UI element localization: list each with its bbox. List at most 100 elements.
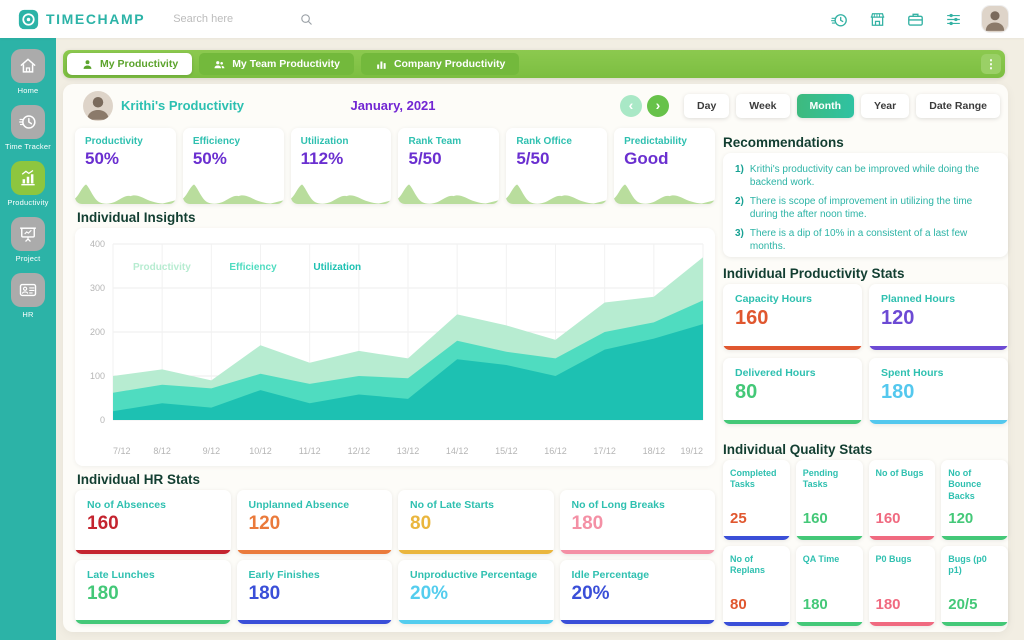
stat-accent-bar <box>559 550 715 554</box>
range-button-year[interactable]: Year <box>861 94 910 118</box>
stat-label: Utilization <box>300 136 349 147</box>
insights-area-chart: 0 100 200 300 400 7/12 8/12 9/12 10/12 11/12 12/12… <box>90 239 704 456</box>
briefcase-icon[interactable] <box>906 10 925 29</box>
stat-card-bugs-p0-p1: Bugs (p0 p1) 20/5 <box>941 546 1008 626</box>
stat-label: Predictability <box>624 136 687 147</box>
recommendation-number: 3) <box>735 228 744 239</box>
stat-label: Delivered Hours <box>735 367 816 379</box>
stat-label: Planned Hours <box>881 293 956 305</box>
stat-label: Bugs (p0 p1) <box>948 554 987 576</box>
stat-value: 120 <box>248 513 281 535</box>
stat-label: Early Finishes <box>248 569 320 581</box>
productivity-tab-bar: My Productivity My Team Productivity Compa… <box>63 50 1005 78</box>
stat-value: 160 <box>87 513 119 535</box>
sidebar-item-label: Productivity <box>7 198 49 207</box>
home-icon <box>11 49 45 83</box>
stat-value: 20% <box>571 583 610 605</box>
search-bar[interactable] <box>173 12 323 27</box>
timer-icon[interactable] <box>830 10 849 29</box>
stat-label: Late Lunches <box>87 569 155 581</box>
stat-value: 50% <box>85 149 120 168</box>
stat-card-no-of-bounce-backs: No of Bounce Backs 120 <box>941 460 1008 540</box>
stat-accent-bar <box>795 536 863 540</box>
stat-label: No of Absences <box>87 499 166 511</box>
store-icon[interactable] <box>868 10 887 29</box>
sidebar-item-hr[interactable]: HR <box>11 273 45 319</box>
stat-card-capacity-hours: Capacity Hours 160 <box>723 284 862 350</box>
person-icon <box>81 58 94 71</box>
sidebar-item-time-tracker[interactable]: Time Tracker <box>5 105 51 151</box>
stat-card-unproductive-percentage: Unproductive Percentage 20% <box>398 560 554 624</box>
stat-value: Good <box>624 149 669 168</box>
recommendation-number: 1) <box>735 164 744 175</box>
recommendation-item: 3) There is a dip of 10% in a consistent … <box>735 227 996 253</box>
sparkline-chart <box>182 184 284 204</box>
tab-label: Company Productivity <box>393 58 506 70</box>
date-range-switcher: Day Week Month Year Date Range <box>684 94 1000 118</box>
stat-value: 180 <box>248 583 281 605</box>
stat-value: 50% <box>192 149 227 168</box>
search-input[interactable] <box>173 13 292 25</box>
stat-card-spent-hours: Spent Hours 180 <box>869 358 1008 424</box>
page-title: Krithi's Productivity <box>121 98 244 113</box>
tab-company-productivity[interactable]: Company Productivity <box>360 53 520 75</box>
svg-text:19/12: 19/12 <box>680 446 703 456</box>
stat-value: 160 <box>735 307 769 330</box>
svg-text:15/12: 15/12 <box>495 446 518 456</box>
barchart-icon <box>375 58 388 71</box>
svg-text:10/12: 10/12 <box>249 446 272 456</box>
summary-stat-cards: Productivity 50% Efficiency 50% Utilization 1… <box>75 128 715 204</box>
sidebar-item-productivity[interactable]: Productivity <box>7 161 48 207</box>
next-period-button[interactable]: › <box>647 95 669 117</box>
svg-text:13/12: 13/12 <box>397 446 420 456</box>
stat-value: 5/50 <box>516 149 550 168</box>
chart-icon <box>10 161 45 195</box>
search-icon[interactable] <box>299 12 314 27</box>
stat-label: No of Long Breaks <box>571 499 665 511</box>
sliders-icon[interactable] <box>944 10 963 29</box>
legend-productivity: Productivity <box>133 262 191 273</box>
stat-accent-bar <box>869 346 1008 350</box>
prev-period-button[interactable]: ‹ <box>620 95 642 117</box>
svg-text:16/12: 16/12 <box>544 446 567 456</box>
sidebar-item-home[interactable]: Home <box>11 49 45 95</box>
stat-accent-bar <box>941 536 1008 540</box>
profile-avatar[interactable] <box>982 6 1008 32</box>
sidebar-item-label: HR <box>22 310 34 319</box>
stat-accent-bar <box>723 622 790 626</box>
stat-card-productivity: Productivity 50% <box>75 128 176 204</box>
stat-value: 80 <box>410 513 432 535</box>
stat-accent-bar <box>723 536 790 540</box>
range-button-day[interactable]: Day <box>684 94 730 118</box>
sparkline-chart <box>290 184 392 204</box>
stat-value: 20% <box>410 583 449 605</box>
stat-card-late-lunches: Late Lunches 180 <box>75 560 231 624</box>
stat-card-utilization: Utilization 112% <box>290 128 392 204</box>
tab-my-team-productivity[interactable]: My Team Productivity <box>199 53 354 75</box>
stat-card-qa-time: QA Time 180 <box>795 546 863 626</box>
top-bar: TIMECHAMP <box>0 0 1024 38</box>
sidebar-item-project[interactable]: Project <box>11 217 45 263</box>
insights-chart: 0 100 200 300 400 7/12 8/12 9/12 10/12 11/12 12/12… <box>75 228 715 466</box>
productivity-stats-grid: Capacity Hours 160 Planned Hours 120 Deliver… <box>723 284 1008 424</box>
app-logo-text: TIMECHAMP <box>46 11 146 27</box>
sparkline-chart <box>398 184 500 204</box>
svg-text:17/12: 17/12 <box>593 446 616 456</box>
range-button-month[interactable]: Month <box>796 94 855 118</box>
range-button-date-range[interactable]: Date Range <box>916 94 1000 118</box>
user-avatar <box>83 91 113 121</box>
stat-card-rank-office: Rank Office 5/50 <box>506 128 608 204</box>
stat-label: No of Replans <box>730 554 766 576</box>
stat-label: Spent Hours <box>881 367 944 379</box>
tab-my-productivity[interactable]: My Productivity <box>67 53 193 75</box>
svg-text:8/12: 8/12 <box>153 446 171 456</box>
stat-card-efficiency: Efficiency 50% <box>182 128 284 204</box>
range-button-week[interactable]: Week <box>736 94 790 118</box>
kebab-menu-icon[interactable]: ⋮ <box>981 54 1001 74</box>
sidebar-item-label: Home <box>17 86 39 95</box>
stat-value: 80 <box>735 381 758 404</box>
stat-label: Pending Tasks <box>802 468 839 490</box>
stat-accent-bar <box>236 550 392 554</box>
insights-heading: Individual Insights <box>77 210 196 225</box>
stat-accent-bar <box>398 550 554 554</box>
